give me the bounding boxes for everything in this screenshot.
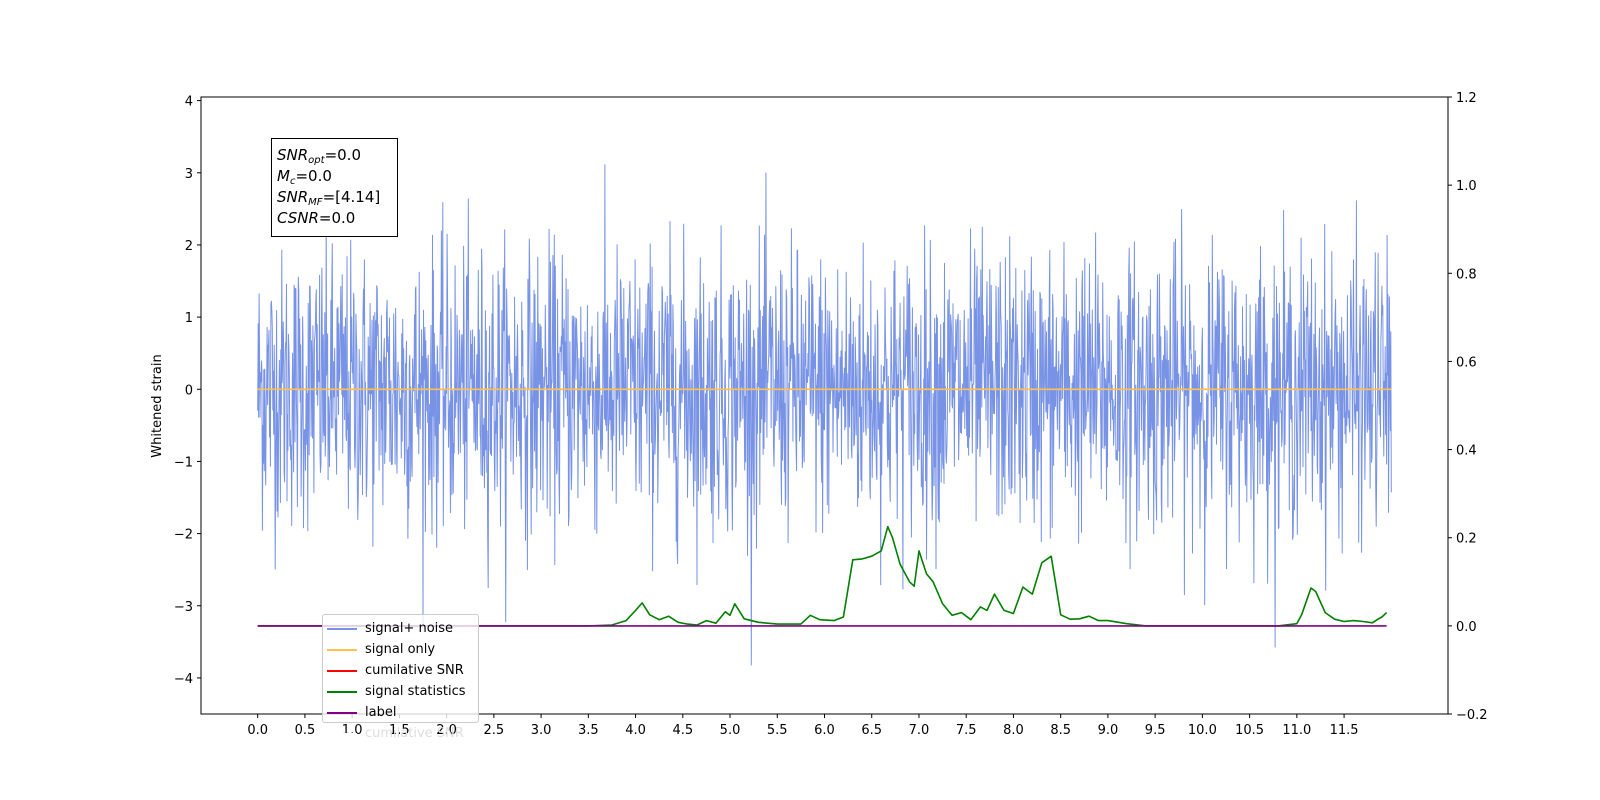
legend-label: signal only	[365, 642, 436, 657]
x-tick-label: 6.0	[814, 723, 835, 738]
legend-item: label	[323, 702, 478, 723]
x-tick-label: 11.5	[1330, 723, 1359, 738]
y-right-tick-label: 1.0	[1456, 179, 1477, 194]
legend-swatch	[327, 648, 357, 651]
legend-label: signal statistics	[365, 684, 466, 699]
legend-label: signal+ noise	[365, 621, 454, 636]
x-tick-label: 5.0	[720, 723, 741, 738]
x-tick-label: 3.5	[578, 723, 599, 738]
csnr-line: CSNR=0.0	[277, 209, 356, 227]
legend-item: signal only	[323, 639, 478, 660]
series-line-0	[257, 164, 1392, 666]
legend-item: cumilative SNR	[323, 660, 478, 681]
series-line-3	[257, 525, 1388, 627]
snr-opt-line: SNRopt=0.0	[277, 146, 361, 166]
x-tick-label: 4.0	[625, 723, 646, 738]
y-left-tick-label: −3	[174, 600, 193, 615]
legend-item: signal+ noise	[323, 618, 478, 639]
legend-item: cumilative SNR	[323, 723, 478, 744]
x-tick-label: 9.0	[1098, 723, 1119, 738]
y-left-tick-label: 2	[185, 239, 193, 254]
x-tick-label: 10.5	[1235, 723, 1264, 738]
y-right-tick-label: 0.4	[1456, 444, 1477, 459]
x-tick-label: 8.5	[1050, 723, 1071, 738]
x-tick-label: 1.5	[389, 723, 410, 738]
x-tick-label: 11.0	[1282, 723, 1311, 738]
x-tick-label: 6.5	[861, 723, 882, 738]
y-left-tick-label: 0	[185, 383, 193, 398]
legend-swatch	[327, 627, 357, 630]
x-tick-label: 5.5	[767, 723, 788, 738]
x-tick-label: 4.5	[672, 723, 693, 738]
legend-swatch	[327, 732, 357, 735]
y-left-tick-label: −4	[174, 672, 193, 687]
y-right-tick-label: 0.6	[1456, 355, 1477, 370]
y-right-tick-label: 0.2	[1456, 532, 1477, 547]
x-tick-label: 3.0	[531, 723, 552, 738]
legend-swatch	[327, 669, 357, 672]
x-tick-label: 2.0	[436, 723, 457, 738]
x-tick-label: 0.5	[295, 723, 316, 738]
y-axis-label: Whitened strain	[150, 354, 165, 457]
legend-label: cumilative SNR	[365, 663, 464, 678]
legend-swatch	[327, 711, 357, 714]
x-tick-label: 0.0	[247, 723, 268, 738]
x-tick-label: 8.0	[1003, 723, 1024, 738]
y-left-tick-label: 3	[185, 167, 193, 182]
snr-mf-line: SNRMF=[4.14]	[277, 188, 381, 208]
x-tick-label: 9.5	[1145, 723, 1166, 738]
stats-annotation-box: SNRopt=0.0 Mc=0.0 SNRMF=[4.14] CSNR=0.0	[271, 138, 398, 237]
x-tick-label: 10.0	[1188, 723, 1217, 738]
y-left-tick-label: −2	[174, 528, 193, 543]
y-left-tick-label: −1	[174, 455, 193, 470]
y-left-tick-label: 4	[185, 95, 193, 110]
legend: signal+ noise signal only cumilative SNR si…	[322, 614, 479, 741]
y-right-tick-label: 0.8	[1456, 267, 1477, 282]
y-right-tick-label: 1.2	[1456, 91, 1477, 106]
legend-swatch	[327, 690, 357, 693]
y-left-tick-label: 1	[185, 311, 193, 326]
mc-line: Mc=0.0	[277, 167, 332, 187]
y-right-tick-label: 0.0	[1456, 620, 1477, 635]
legend-item: signal statistics	[323, 681, 478, 702]
x-tick-label: 7.5	[956, 723, 977, 738]
x-tick-label: 7.0	[909, 723, 930, 738]
legend-label: label	[365, 705, 397, 720]
y-right-tick-label: −0.2	[1456, 708, 1488, 723]
x-tick-label: 2.5	[484, 723, 505, 738]
legend-label: cumilative SNR	[365, 726, 464, 741]
